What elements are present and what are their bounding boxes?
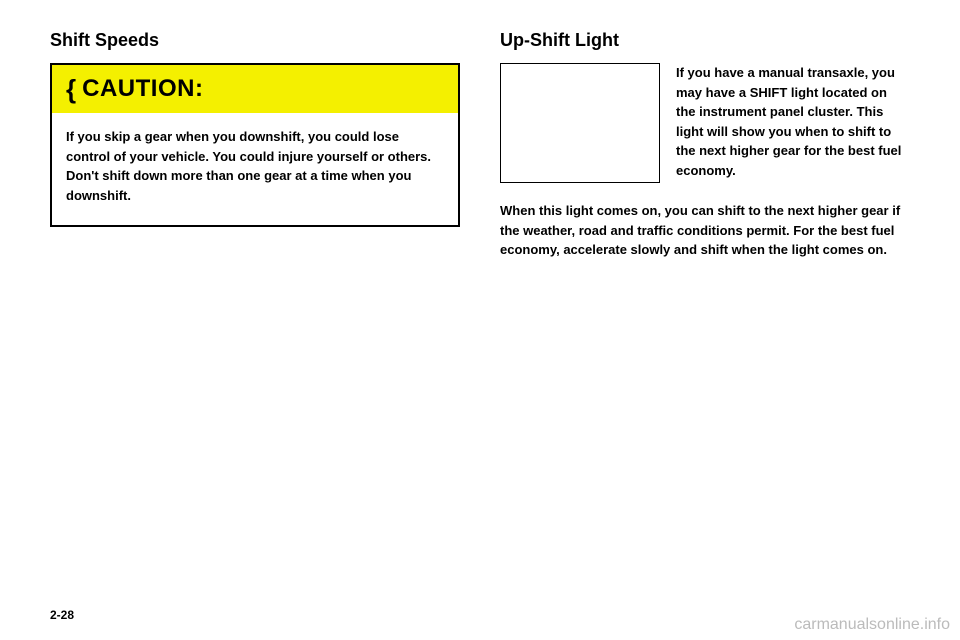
shift-speeds-title: Shift Speeds xyxy=(50,30,460,51)
upshift-light-image-placeholder xyxy=(500,63,660,183)
caution-brace-icon: { xyxy=(66,76,76,102)
page-number: 2-28 xyxy=(50,608,74,622)
left-column: Shift Speeds { CAUTION: If you skip a ge… xyxy=(50,30,460,260)
page-content: Shift Speeds { CAUTION: If you skip a ge… xyxy=(0,0,960,280)
caution-label: CAUTION: xyxy=(82,75,203,103)
caution-body-text: If you skip a gear when you downshift, y… xyxy=(52,113,458,225)
upshift-body-paragraph: When this light comes on, you can shift … xyxy=(500,201,910,260)
right-top-row: If you have a manual transaxle, you may … xyxy=(500,63,910,183)
upshift-light-title: Up-Shift Light xyxy=(500,30,910,51)
caution-box: { CAUTION: If you skip a gear when you d… xyxy=(50,63,460,227)
caution-header: { CAUTION: xyxy=(52,65,458,113)
upshift-side-text: If you have a manual transaxle, you may … xyxy=(676,63,910,183)
watermark-text: carmanualsonline.info xyxy=(794,616,950,634)
right-column: Up-Shift Light If you have a manual tran… xyxy=(500,30,910,260)
